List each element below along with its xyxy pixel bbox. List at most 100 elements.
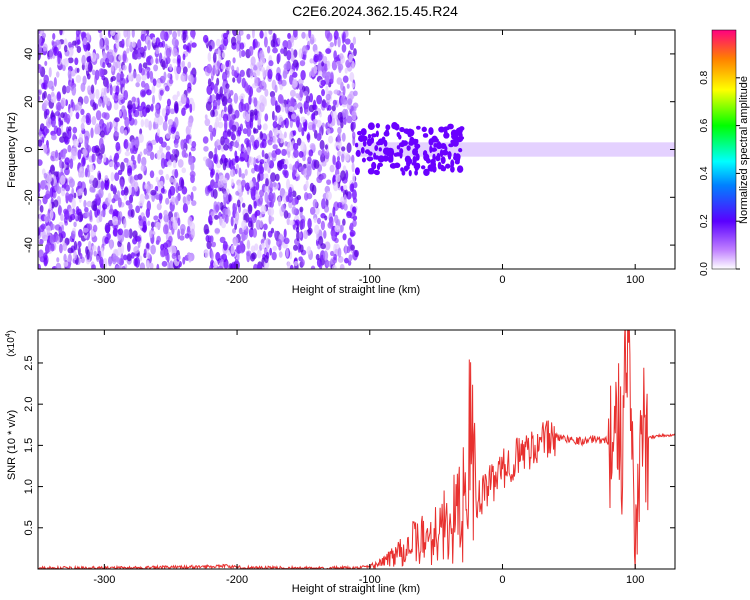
noise-cell xyxy=(98,137,104,149)
noise-cell xyxy=(314,224,320,235)
spectrogram-x-ticks: -300 -200 -100 0 100 xyxy=(93,30,644,286)
noise-cell xyxy=(104,174,109,181)
noise-cell xyxy=(262,123,268,131)
noise-cell xyxy=(296,194,302,201)
band-cell xyxy=(586,0,592,2)
noise-cell xyxy=(186,87,191,94)
band-cell xyxy=(585,0,589,2)
noise-cell xyxy=(94,74,98,86)
band-cell xyxy=(398,0,403,2)
noise-cell xyxy=(122,50,127,62)
noise-cell xyxy=(120,161,125,172)
band-edge-cell xyxy=(431,135,438,143)
noise-cell xyxy=(50,164,55,175)
noise-cell xyxy=(70,230,76,239)
noise-cell xyxy=(232,57,236,64)
noise-cell xyxy=(284,104,290,114)
noise-cell xyxy=(172,58,177,64)
band-cell xyxy=(510,0,516,2)
noise-cell xyxy=(130,154,135,162)
noise-cell xyxy=(147,220,151,226)
noise-cell xyxy=(207,214,213,225)
noise-cell xyxy=(232,141,239,148)
band-cell xyxy=(654,0,662,3)
band-edge-cell xyxy=(360,146,365,154)
colorbar-label: Normalized spectral amplitude xyxy=(738,76,750,224)
noise-cell xyxy=(113,102,119,111)
noise-cell xyxy=(105,224,111,234)
noise-cell xyxy=(50,151,57,157)
noise-cell xyxy=(351,162,355,173)
noise-cell xyxy=(152,121,156,130)
band-edge-cell xyxy=(415,153,420,161)
band-edge-cell xyxy=(354,142,359,148)
noise-cell xyxy=(155,221,161,230)
noise-cell xyxy=(153,215,159,221)
band-cell xyxy=(373,0,377,2)
noise-cell xyxy=(69,213,76,221)
noise-cell xyxy=(271,251,277,261)
noise-cell xyxy=(217,121,224,129)
noise-cell xyxy=(81,157,86,167)
noise-cell xyxy=(315,253,320,261)
noise-cell xyxy=(238,95,242,101)
colorbar: 0.0 0.2 0.4 0.6 0.8 Normalized spectral ampl… xyxy=(699,29,750,276)
band-cell xyxy=(635,0,640,3)
band-cell xyxy=(456,0,463,2)
band-cell xyxy=(556,0,561,2)
noise-cell xyxy=(293,149,299,158)
noise-cell xyxy=(112,215,118,226)
noise-cell xyxy=(45,242,52,253)
noise-cell xyxy=(146,30,150,36)
noise-cell xyxy=(285,61,291,71)
noise-cell xyxy=(65,85,71,94)
noise-cell xyxy=(312,122,316,133)
noise-cell xyxy=(352,36,357,45)
noise-cell xyxy=(209,235,214,243)
noise-cell xyxy=(191,101,196,112)
noise-cell xyxy=(323,229,327,239)
noise-cell xyxy=(137,241,141,249)
noise-cell xyxy=(244,182,251,192)
noise-cell xyxy=(348,254,353,262)
band-edge-cell xyxy=(395,152,401,157)
band-cell xyxy=(612,0,619,3)
noise-cell xyxy=(49,209,54,220)
noise-cell xyxy=(156,108,161,115)
noise-cell xyxy=(354,249,359,258)
noise-cell xyxy=(344,244,348,255)
noise-cell xyxy=(238,49,242,59)
band-edge-cell xyxy=(432,165,437,173)
band-cell xyxy=(522,0,528,3)
figure-title: C2E6.2024.362.15.45.R24 xyxy=(292,3,458,19)
band-cell xyxy=(588,0,595,3)
noise-cell xyxy=(57,53,61,65)
band-edge-cell xyxy=(362,140,367,147)
noise-cell xyxy=(104,180,110,191)
colorbar-tick-label: 0.4 xyxy=(699,166,710,180)
band-cell xyxy=(477,0,482,2)
y-tick-label: 20 xyxy=(23,96,35,108)
band-edge-cell xyxy=(401,170,406,176)
noise-cell xyxy=(353,106,357,112)
band-cell xyxy=(655,0,660,2)
band-cell xyxy=(438,0,443,2)
noise-cell xyxy=(230,131,234,140)
noise-cell xyxy=(98,68,105,77)
noise-cell xyxy=(119,125,125,134)
band-edge-cell xyxy=(381,136,386,143)
noise-cell xyxy=(292,164,298,175)
noise-cell xyxy=(168,124,173,136)
band-cell xyxy=(365,0,371,2)
band-cell xyxy=(601,0,607,2)
noise-cell xyxy=(222,32,229,40)
noise-cell xyxy=(263,173,269,180)
band-edge-cell xyxy=(414,162,421,170)
noise-cell xyxy=(180,178,185,190)
noise-cell xyxy=(163,71,167,81)
noise-cell xyxy=(291,83,296,89)
noise-cell xyxy=(148,229,153,239)
noise-cell xyxy=(164,56,171,65)
noise-cell xyxy=(310,265,316,269)
noise-cell xyxy=(165,145,171,151)
